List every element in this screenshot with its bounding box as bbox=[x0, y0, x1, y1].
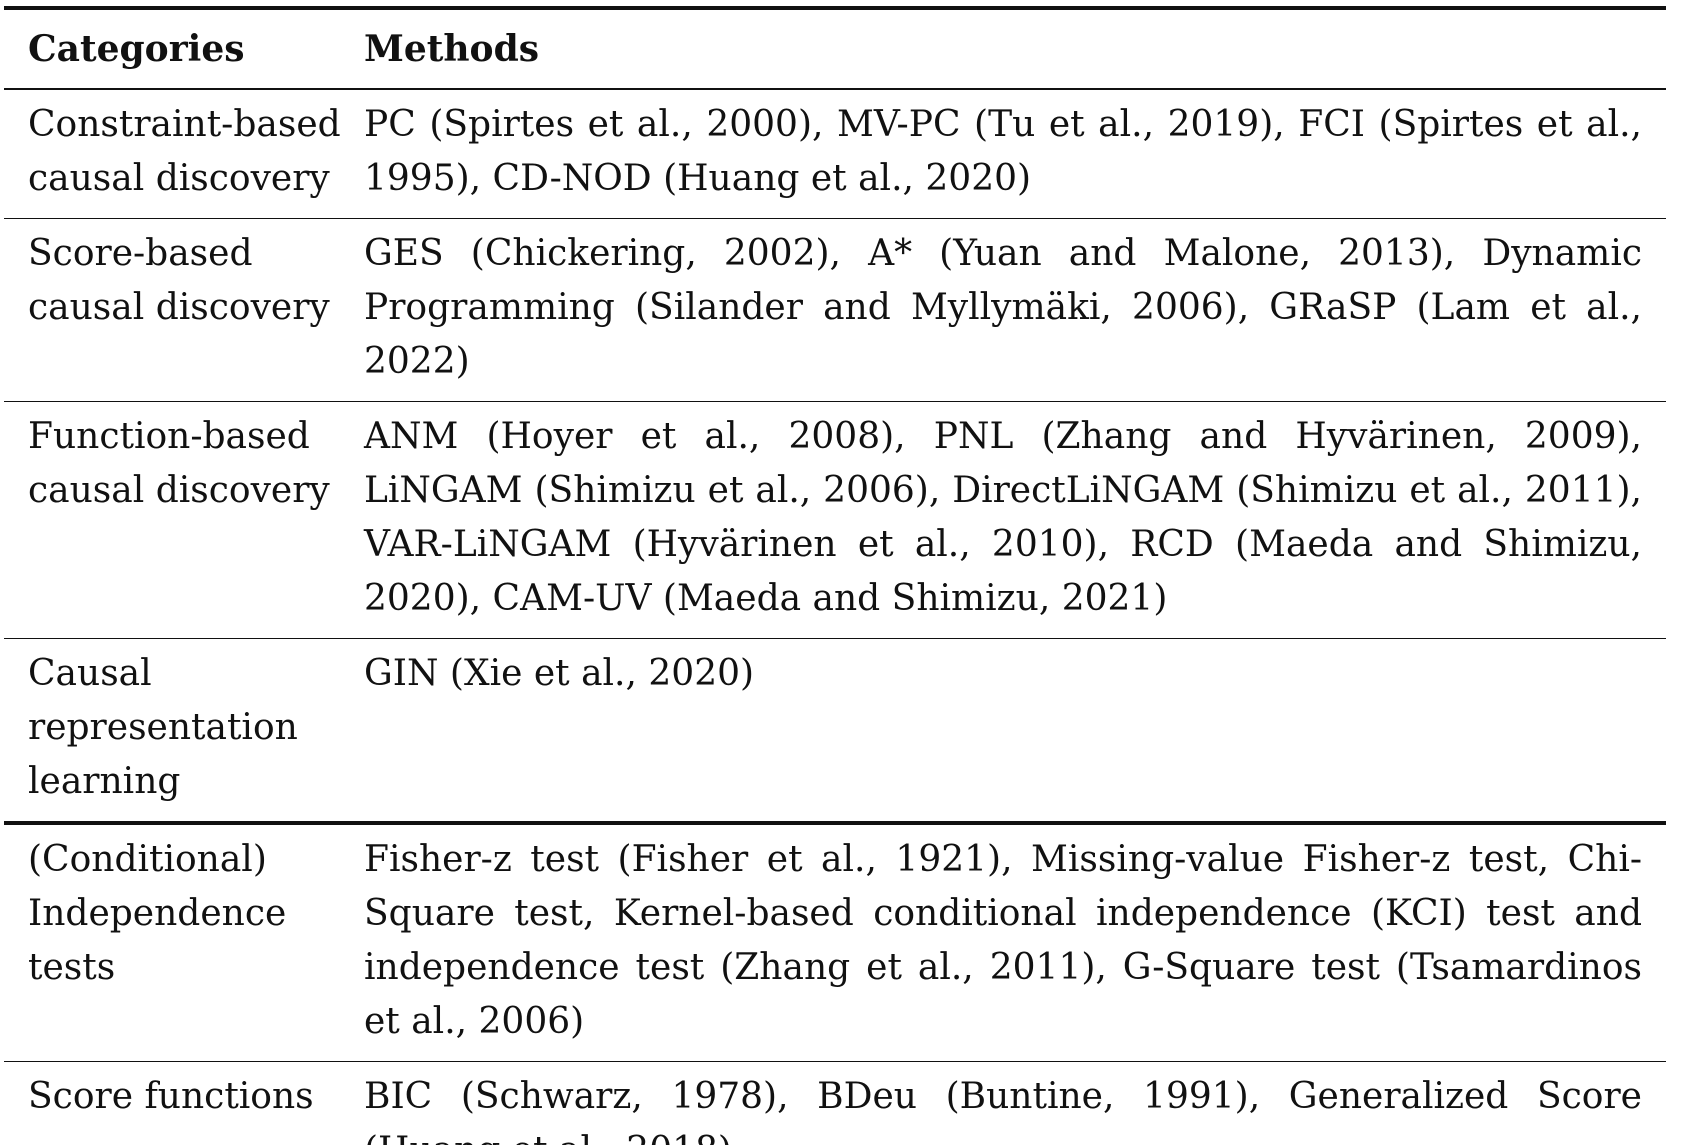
table-row: Score functions BIC (Schwarz, 1978), BDe… bbox=[4, 1062, 1666, 1145]
category-constraint-based: Constraint-based causal discovery bbox=[28, 104, 341, 199]
table-row: Score-based causal discovery GES (Chicke… bbox=[4, 219, 1666, 402]
methods-cell: ANM (Hoyer et al., 2008), PNL (Zhang and… bbox=[364, 416, 1642, 619]
methods-table: Categories Methods Constraint-based caus… bbox=[4, 6, 1666, 1145]
category-score-functions: Score functions bbox=[28, 1076, 314, 1117]
table-body: Constraint-based causal discovery PC (Sp… bbox=[4, 89, 1666, 1145]
category-causal-representation: Causal representation learning bbox=[28, 653, 298, 802]
category-cell: Function-based causal discovery bbox=[4, 402, 364, 639]
table-row: Constraint-based causal discovery PC (Sp… bbox=[4, 89, 1666, 219]
category-cell: Causal representation learning bbox=[4, 639, 364, 824]
table-row: Function-based causal discovery ANM (Hoy… bbox=[4, 402, 1666, 639]
category-function-based: Function-based causal discovery bbox=[28, 416, 330, 511]
header-row: Categories Methods bbox=[4, 8, 1666, 89]
methods-cell: GIN (Xie et al., 2020) bbox=[364, 653, 755, 694]
category-independence-tests: (Conditional) Independence tests bbox=[28, 839, 287, 988]
category-cell: Score-based causal discovery bbox=[4, 219, 364, 402]
methods-cell: BIC (Schwarz, 1978), BDeu (Buntine, 1991… bbox=[364, 1076, 1642, 1145]
methods-cell: PC (Spirtes et al., 2000), MV-PC (Tu et … bbox=[364, 104, 1642, 199]
methods-cell: GES (Chickering, 2002), A* (Yuan and Mal… bbox=[364, 233, 1642, 382]
category-cell: Constraint-based causal discovery bbox=[4, 89, 364, 219]
category-score-based: Score-based causal discovery bbox=[28, 233, 330, 328]
table-header: Categories Methods bbox=[4, 8, 1666, 89]
header-categories: Categories bbox=[28, 28, 245, 70]
methods-cell: Fisher-z test (Fisher et al., 1921), Mis… bbox=[364, 839, 1642, 1042]
header-methods: Methods bbox=[364, 28, 540, 70]
table-row: Causal representation learning GIN (Xie … bbox=[4, 639, 1666, 824]
category-cell: (Conditional) Independence tests bbox=[4, 823, 364, 1062]
category-cell: Score functions bbox=[4, 1062, 364, 1145]
table-row: (Conditional) Independence tests Fisher-… bbox=[4, 823, 1666, 1062]
